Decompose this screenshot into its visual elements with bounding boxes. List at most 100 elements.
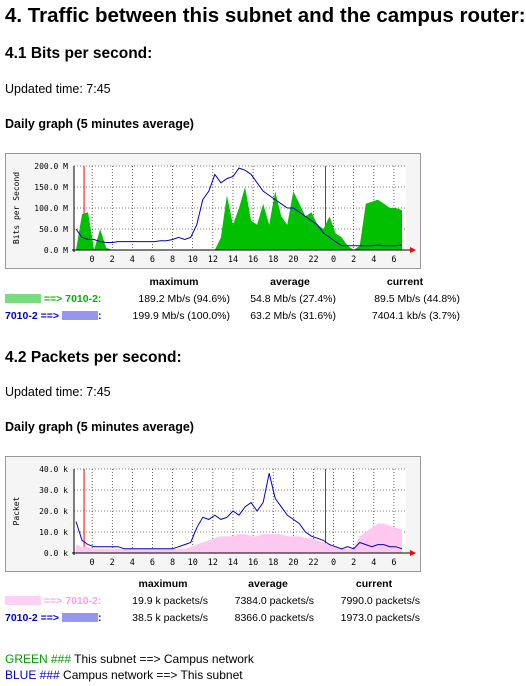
y-tick-label: 0.0 M xyxy=(44,246,68,255)
row-max: 189.2 Mb/s (94.6%) xyxy=(138,292,230,305)
y-tick-label: 50.0 M xyxy=(39,225,68,234)
bits-graph: 0.0 M 50.0 M 100.0 M 150.0 M 200.0 M Bits per… xyxy=(5,153,421,269)
x-tick-label: 6 xyxy=(150,255,155,265)
y-tick-label: 200.0 M xyxy=(34,162,68,171)
row-cur: 1973.0 packets/s xyxy=(340,611,420,624)
stat-header-average: average xyxy=(248,577,288,590)
stat-header-average: average xyxy=(270,275,310,288)
x-tick-label: 12 xyxy=(208,255,218,265)
x-tick-label: 20 xyxy=(288,255,298,265)
y-tick-label: 40.0 k xyxy=(39,465,68,474)
row-cur: 7404.1 kb/s (3.7%) xyxy=(371,309,460,322)
x-tick-label: 8 xyxy=(170,255,175,265)
x-tick-label: 2 xyxy=(110,558,115,568)
series-line xyxy=(75,167,403,247)
row-cur: 89.5 Mb/s (44.8%) xyxy=(374,292,460,305)
row-label-suffix: : xyxy=(97,309,102,322)
x-tick-label: 22 xyxy=(308,255,318,265)
series-line xyxy=(75,473,403,550)
x-tick-label: 6 xyxy=(150,558,155,568)
table-row: 7010-2 ==> : 199.9 Mb/s (100.0%) 63.2 Mb… xyxy=(5,307,470,324)
x-tick-label: 18 xyxy=(268,255,278,265)
bits-stats-table: maximum average current ==> 7010-2: 189.… xyxy=(5,273,470,324)
x-axis-arrow xyxy=(410,247,416,253)
row-label: 7010-2 ==> xyxy=(5,611,60,624)
x-tick-label: 18 xyxy=(268,558,278,568)
section-heading-bits: 4.1 Bits per second: xyxy=(5,45,153,62)
graph-title-packets: Daily graph (5 minutes average) xyxy=(5,420,194,434)
row-cur: 7990.0 packets/s xyxy=(340,594,420,607)
row-max: 199.9 Mb/s (100.0%) xyxy=(132,309,230,322)
x-tick-label: 14 xyxy=(228,558,238,568)
legend-blue-word: BLUE ### xyxy=(5,668,60,682)
redacted-label xyxy=(61,613,98,623)
x-tick-label: 6 xyxy=(391,558,396,568)
x-tick-label: 2 xyxy=(351,558,356,568)
x-tick-label: 0 xyxy=(331,255,336,265)
row-avg: 7384.0 packets/s xyxy=(234,594,314,607)
row-max: 38.5 k packets/s xyxy=(132,611,208,624)
row-avg: 54.8 Mb/s (27.4%) xyxy=(250,292,336,305)
row-label-suffix: : xyxy=(97,611,102,624)
y-axis-label: Bits per Second xyxy=(12,172,21,244)
updated-time-bits: Updated time: 7:45 xyxy=(5,82,111,96)
x-tick-label: 0 xyxy=(90,255,95,265)
x-tick-label: 8 xyxy=(170,558,175,568)
x-tick-label: 22 xyxy=(308,558,318,568)
legend-blue-text: Campus network ==> This subnet xyxy=(59,668,243,682)
row-avg: 63.2 Mb/s (31.6%) xyxy=(250,309,336,322)
legend-green-note: GREEN ### This subnet ==> Campus network xyxy=(5,652,254,666)
page-title: 4. Traffic between this subnet and the c… xyxy=(5,4,526,27)
y-tick-label: 10.0 k xyxy=(39,528,68,537)
x-axis-arrow xyxy=(410,550,416,556)
stat-header-current: current xyxy=(386,275,424,288)
legend-blue-note: BLUE ### Campus network ==> This subnet xyxy=(5,668,243,682)
x-tick-label: 16 xyxy=(248,255,258,265)
updated-time-packets: Updated time: 7:45 xyxy=(5,385,111,399)
legend-green-word: GREEN ### xyxy=(5,652,72,666)
x-tick-label: 0 xyxy=(90,558,95,568)
stat-header-maximum: maximum xyxy=(149,275,199,288)
table-row: ==> 7010-2: 189.2 Mb/s (94.6%) 54.8 Mb/s… xyxy=(5,290,470,307)
row-max: 19.9 k packets/s xyxy=(132,594,208,607)
x-tick-label: 20 xyxy=(288,558,298,568)
series-area xyxy=(76,187,402,250)
y-axis-label: Packet xyxy=(12,496,21,525)
redacted-label xyxy=(61,311,98,321)
x-tick-label: 4 xyxy=(130,558,135,568)
x-tick-label: 0 xyxy=(331,558,336,568)
legend-green-text: This subnet ==> Campus network xyxy=(71,652,254,666)
bits-chart-svg: 0.0 M 50.0 M 100.0 M 150.0 M 200.0 M Bits per… xyxy=(12,162,416,265)
row-label: 7010-2 ==> xyxy=(5,309,60,322)
row-label: ==> 7010-2: xyxy=(43,292,102,305)
x-tick-label: 4 xyxy=(371,558,376,568)
row-label: ==> 7010-2: xyxy=(43,594,102,607)
packets-stats-table: maximum average current ==> 7010-2: 19.9… xyxy=(5,575,430,626)
y-tick-label: 0.0 k xyxy=(44,549,68,558)
table-row: ==> 7010-2: 19.9 k packets/s 7384.0 pack… xyxy=(5,592,430,609)
x-tick-label: 2 xyxy=(110,255,115,265)
packets-chart-svg: 0.0 k 10.0 k 20.0 k 30.0 k 40.0 k Packet 0 2 4 6 8… xyxy=(12,465,416,568)
row-avg: 8366.0 packets/s xyxy=(234,611,314,624)
y-tick-label: 30.0 k xyxy=(39,486,68,495)
graph-title-bits: Daily graph (5 minutes average) xyxy=(5,117,194,131)
x-tick-label: 16 xyxy=(248,558,258,568)
table-row: 7010-2 ==> : 38.5 k packets/s 8366.0 pac… xyxy=(5,609,430,626)
section-heading-packets: 4.2 Packets per second: xyxy=(5,349,182,366)
x-tick-label: 4 xyxy=(371,255,376,265)
stat-header-maximum: maximum xyxy=(138,577,188,590)
redacted-label xyxy=(5,596,41,606)
x-tick-label: 6 xyxy=(391,255,396,265)
x-tick-label: 14 xyxy=(228,255,238,265)
x-tick-label: 4 xyxy=(130,255,135,265)
series-area xyxy=(76,523,402,553)
y-tick-label: 20.0 k xyxy=(39,507,68,516)
x-tick-label: 12 xyxy=(208,558,218,568)
x-tick-label: 2 xyxy=(351,255,356,265)
stat-header-current: current xyxy=(355,577,393,590)
x-tick-label: 10 xyxy=(188,255,198,265)
redacted-label xyxy=(5,294,41,304)
packets-graph: 0.0 k 10.0 k 20.0 k 30.0 k 40.0 k Packet 0 2 4 6 8… xyxy=(5,456,421,572)
x-tick-label: 10 xyxy=(188,558,198,568)
y-tick-label: 100.0 M xyxy=(34,204,68,213)
